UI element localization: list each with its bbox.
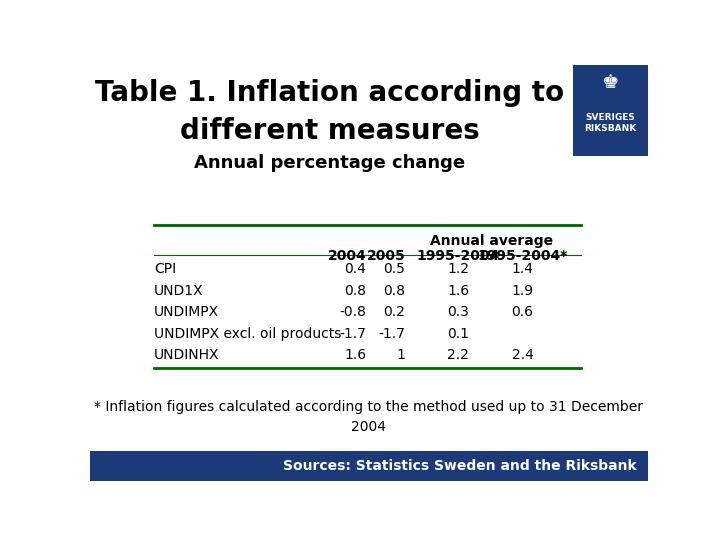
Text: 1.6: 1.6	[447, 284, 469, 298]
Text: * Inflation figures calculated according to the method used up to 31 December: * Inflation figures calculated according…	[94, 400, 644, 414]
Text: SVERIGES
RIKSBANK: SVERIGES RIKSBANK	[584, 113, 636, 133]
Text: -0.8: -0.8	[339, 305, 366, 319]
Text: Sources: Statistics Sweden and the Riksbank: Sources: Statistics Sweden and the Riksb…	[283, 459, 637, 473]
Text: Annual percentage change: Annual percentage change	[194, 154, 466, 172]
Text: 0.3: 0.3	[447, 305, 469, 319]
Text: 2005: 2005	[366, 249, 405, 263]
Text: ♚: ♚	[602, 73, 619, 92]
Text: 1: 1	[397, 348, 405, 362]
Text: 0.8: 0.8	[383, 284, 405, 298]
Text: different measures: different measures	[180, 117, 480, 145]
Text: 0.4: 0.4	[344, 262, 366, 276]
FancyBboxPatch shape	[90, 451, 648, 481]
Text: UND1X: UND1X	[154, 284, 204, 298]
Text: UNDIMPX: UNDIMPX	[154, 305, 220, 319]
Text: 1.6: 1.6	[344, 348, 366, 362]
Text: 1.2: 1.2	[447, 262, 469, 276]
Text: 1995-2004*: 1995-2004*	[477, 249, 567, 263]
Text: 2.2: 2.2	[447, 348, 469, 362]
Text: UNDINHX: UNDINHX	[154, 348, 220, 362]
Text: 0.2: 0.2	[383, 305, 405, 319]
Text: UNDIMPX excl. oil products: UNDIMPX excl. oil products	[154, 327, 341, 341]
Text: -1.7: -1.7	[379, 327, 405, 341]
Text: -1.7: -1.7	[339, 327, 366, 341]
Text: 0.1: 0.1	[447, 327, 469, 341]
FancyBboxPatch shape	[572, 65, 648, 156]
Text: Table 1. Inflation according to: Table 1. Inflation according to	[95, 79, 564, 107]
Text: 1.4: 1.4	[511, 262, 534, 276]
Text: 2004: 2004	[328, 249, 366, 263]
Text: Annual average: Annual average	[430, 234, 554, 248]
Text: 0.5: 0.5	[383, 262, 405, 276]
Text: 1995-2004: 1995-2004	[417, 249, 500, 263]
Text: CPI: CPI	[154, 262, 176, 276]
Text: 0.8: 0.8	[344, 284, 366, 298]
Text: 1.9: 1.9	[511, 284, 534, 298]
Text: 2.4: 2.4	[511, 348, 534, 362]
Text: 2004: 2004	[351, 420, 387, 434]
Text: 0.6: 0.6	[511, 305, 534, 319]
